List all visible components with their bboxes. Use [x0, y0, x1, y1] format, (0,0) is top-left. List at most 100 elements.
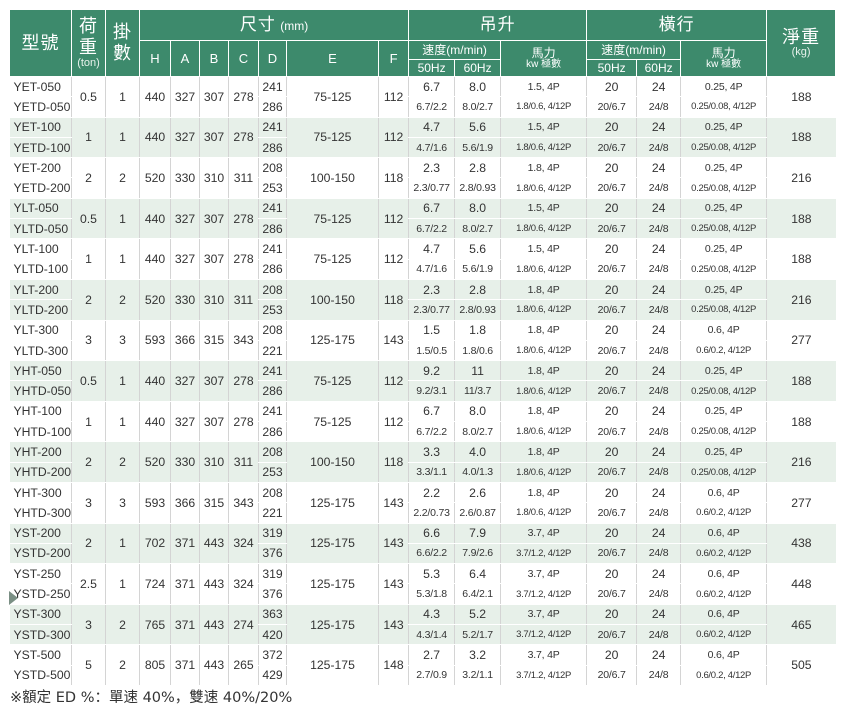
- hoist-60hz-cell: 1.8/0.6: [454, 340, 501, 362]
- travel-60hz-cell: 24: [636, 441, 681, 463]
- travel-60hz-cell: 24: [636, 238, 681, 260]
- dim-c-cell: 343: [228, 482, 259, 524]
- dim-c-cell: 311: [228, 279, 259, 321]
- falls-cell: 3: [105, 320, 140, 362]
- travel-power-cell: 0.25, 4P: [680, 401, 767, 423]
- hoist-50hz-cell: 1.5/0.5: [408, 340, 455, 362]
- travel-power-cell: 0.6, 4P: [680, 604, 767, 626]
- hoist-60hz-cell: 5.6/1.9: [454, 137, 501, 159]
- travel-60hz-cell: 24/8: [636, 96, 681, 118]
- dim-d-cell: 221: [258, 502, 287, 524]
- header-dim-h: H: [139, 40, 171, 77]
- table-row: YHTD-050 286 9.2/3.1 11/3.7 1.8/0.6, 4/12P 20…: [9, 380, 836, 402]
- model-cell: YHT-050: [9, 360, 72, 382]
- dim-h-cell: 440: [139, 198, 171, 240]
- dim-e-cell: 125-175: [286, 482, 379, 524]
- dim-b-cell: 310: [199, 441, 229, 483]
- travel-50hz-cell: 20: [586, 401, 637, 423]
- hoist-50hz-cell: 6.7/2.2: [408, 218, 455, 240]
- dim-f-cell: 143: [377, 563, 409, 605]
- dim-f-cell: 112: [377, 401, 409, 443]
- table-row: YLTD-050 286 6.7/2.2 8.0/2.7 1.8/0.6, 4/12P 2…: [9, 218, 836, 240]
- travel-50hz-cell: 20/6.7: [586, 380, 637, 402]
- hoist-power-cell: 3.7, 4P: [500, 644, 587, 666]
- dim-d-cell: 208: [258, 320, 287, 341]
- travel-power-cell: 0.25/0.08, 4/12P: [680, 177, 767, 199]
- dim-h-cell: 593: [139, 482, 171, 524]
- hoist-60hz-cell: 3.2: [454, 644, 501, 666]
- travel-60hz-cell: 24: [636, 360, 681, 382]
- weight-cell: 277: [766, 320, 836, 362]
- weight-cell: 465: [766, 604, 836, 646]
- header-load: 荷重 (ton): [71, 9, 106, 77]
- table-row: YHT-050 0.5 1 440 327 307 278 241 75-125 112 9.2 11…: [9, 360, 836, 402]
- travel-50hz-cell: 20/6.7: [586, 259, 637, 280]
- header-travel: 橫行: [586, 9, 768, 41]
- dim-d-cell: 208: [258, 482, 287, 504]
- dim-d-cell: 253: [258, 177, 287, 199]
- model-cell: YLT-050: [9, 198, 72, 220]
- model-cell: YLT-300: [9, 320, 72, 341]
- falls-cell: 1: [105, 401, 140, 443]
- model-cell: YSTD-500: [9, 665, 72, 686]
- travel-50hz-cell: 20/6.7: [586, 421, 637, 443]
- hoist-60hz-cell: 1.8: [454, 320, 501, 341]
- falls-cell: 3: [105, 482, 140, 524]
- dim-d-cell: 429: [258, 665, 287, 686]
- travel-power-cell: 0.25, 4P: [680, 441, 767, 463]
- travel-60hz-cell: 24/8: [636, 137, 681, 159]
- hoist-60hz-cell: 8.0/2.7: [454, 421, 501, 443]
- dim-b-cell: 307: [199, 76, 229, 118]
- hoist-50hz-cell: 4.7: [408, 238, 455, 260]
- travel-power-cell: 0.6/0.2, 4/12P: [680, 624, 767, 646]
- travel-60hz-cell: 24/8: [636, 421, 681, 443]
- dim-a-cell: 371: [170, 644, 200, 686]
- dim-d-cell: 319: [258, 563, 287, 585]
- hoist-50hz-cell: 2.2: [408, 482, 455, 504]
- travel-60hz-cell: 24/8: [636, 218, 681, 240]
- travel-50hz-cell: 20/6.7: [586, 299, 637, 321]
- header-travel-power: 馬力 kw 極數: [680, 40, 768, 77]
- travel-60hz-cell: 24: [636, 401, 681, 423]
- dim-h-cell: 440: [139, 76, 171, 118]
- dim-d-cell: 286: [258, 137, 287, 159]
- load-cell: 2.5: [71, 563, 106, 605]
- travel-50hz-cell: 20: [586, 563, 637, 585]
- travel-60hz-cell: 24/8: [636, 380, 681, 402]
- load-cell: 1: [71, 401, 106, 443]
- falls-cell: 2: [105, 644, 140, 686]
- model-cell: YLTD-050: [9, 218, 72, 240]
- travel-50hz-cell: 20: [586, 360, 637, 382]
- dim-h-cell: 724: [139, 563, 171, 605]
- dim-f-cell: 112: [377, 198, 409, 240]
- load-cell: 2: [71, 279, 106, 321]
- hoist-60hz-cell: 5.6: [454, 238, 501, 260]
- hoist-60hz-cell: 3.2/1.1: [454, 665, 501, 686]
- hoist-60hz-cell: 8.0/2.7: [454, 96, 501, 118]
- hoist-50hz-cell: 2.3/0.77: [408, 177, 455, 199]
- header-load-unit: (ton): [77, 57, 100, 70]
- travel-50hz-cell: 20: [586, 117, 637, 138]
- weight-cell: 216: [766, 441, 836, 483]
- dim-a-cell: 327: [170, 76, 200, 118]
- hoist-60hz-cell: 5.2/1.7: [454, 624, 501, 646]
- travel-50hz-cell: 20/6.7: [586, 462, 637, 483]
- dim-h-cell: 805: [139, 644, 171, 686]
- hoist-60hz-cell: 4.0: [454, 441, 501, 463]
- travel-power-cell: 0.6, 4P: [680, 320, 767, 341]
- table-row: YLTD-100 286 4.7/1.6 5.6/1.9 1.8/0.6, 4/12P 2…: [9, 259, 836, 280]
- dim-c-cell: 278: [228, 401, 259, 443]
- dim-e-cell: 100-150: [286, 441, 379, 483]
- weight-cell: 188: [766, 238, 836, 280]
- dim-b-cell: 307: [199, 360, 229, 402]
- dim-d-cell: 253: [258, 462, 287, 483]
- header-hoist-50hz: 50Hz: [408, 59, 456, 77]
- load-cell: 2: [71, 523, 106, 565]
- model-cell: YLTD-200: [9, 299, 72, 321]
- dim-a-cell: 371: [170, 563, 200, 605]
- hoist-50hz-cell: 6.6: [408, 523, 455, 544]
- model-cell: YSTD-200: [9, 543, 72, 565]
- dim-h-cell: 765: [139, 604, 171, 646]
- travel-50hz-cell: 20: [586, 76, 637, 98]
- dim-d-cell: 241: [258, 117, 287, 138]
